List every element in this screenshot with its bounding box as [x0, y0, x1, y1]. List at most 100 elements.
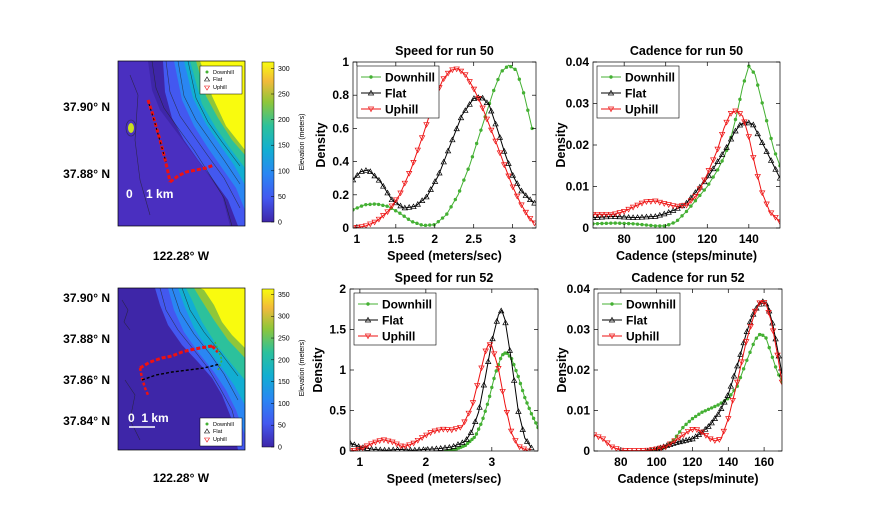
data-point [745, 134, 753, 141]
data-point [489, 335, 496, 342]
x-tick-label: 120 [697, 232, 717, 246]
data-point [778, 379, 782, 386]
data-point [693, 427, 701, 434]
colorbar-tick-label: 200 [278, 117, 290, 124]
data-point [494, 369, 498, 373]
data-point [517, 77, 522, 81]
series-line-flat [353, 96, 535, 209]
data-point [603, 213, 610, 220]
data-point [593, 222, 595, 226]
data-point [420, 446, 427, 451]
data-point [423, 122, 430, 128]
series-line-flat [593, 121, 780, 219]
data-point [765, 309, 772, 316]
data-point [723, 144, 730, 150]
data-point [462, 107, 469, 113]
data-point [521, 91, 526, 95]
chart-cadence-run-52: 80 100 120 140 160 0 0.01 0.02 0.03 0.04 Cadence f… [555, 271, 783, 486]
data-point [518, 202, 525, 209]
data-point [698, 429, 705, 436]
data-point [716, 437, 723, 443]
y-axis-label: Density [314, 122, 328, 167]
data-point [656, 199, 663, 206]
data-point [527, 406, 531, 411]
legend-label: Uphill [625, 103, 658, 117]
plot-lines [594, 298, 782, 451]
data-point [738, 375, 743, 380]
data-point [689, 204, 693, 208]
data-point [603, 211, 610, 218]
data-point [495, 366, 502, 372]
data-point [711, 438, 719, 444]
data-point [476, 427, 481, 431]
colorbar-tick-label: 250 [278, 92, 290, 99]
data-point [367, 106, 375, 113]
data-point [509, 64, 513, 69]
data-point [403, 446, 409, 451]
x-axis-label: Cadence (steps/minute) [616, 249, 757, 263]
data-point [730, 372, 738, 379]
data-point [418, 135, 426, 142]
x-tick-label: 160 [754, 455, 774, 469]
data-point [393, 209, 398, 213]
data-point [397, 190, 404, 197]
y-tick-label: 1 [339, 363, 346, 377]
data-point [401, 180, 409, 187]
data-point [692, 193, 699, 200]
data-point [754, 174, 761, 180]
data-point [652, 198, 659, 205]
data-point [487, 394, 492, 399]
y-tick-label: 37.88° N [63, 167, 110, 181]
data-point [520, 446, 528, 451]
data-point [773, 365, 778, 369]
data-point [754, 130, 761, 137]
data-point [767, 210, 775, 217]
colorbar: 350 300 250 200 150 100 50 0 Elevation (meters) [261, 288, 306, 452]
colorbar: 300 250 200 150 100 50 0 Elevation (meters) [261, 61, 306, 227]
x-tick-label: 1 [354, 232, 361, 246]
data-point [483, 409, 487, 414]
data-point [526, 196, 534, 202]
data-point [716, 403, 720, 407]
data-point [512, 438, 519, 444]
colorbar-tick-label: 150 [278, 379, 290, 386]
data-point [710, 157, 717, 164]
x-tick-label: 2 [423, 455, 430, 469]
data-point [353, 176, 357, 183]
data-point [625, 213, 632, 220]
data-point [353, 208, 355, 212]
y-tick-label: 0.04 [567, 282, 591, 296]
data-point [764, 118, 769, 123]
data-point [776, 219, 780, 226]
data-point [732, 127, 739, 134]
data-point [715, 168, 720, 172]
data-point [355, 206, 359, 210]
data-point [405, 170, 413, 177]
data-point [474, 141, 479, 146]
data-point [638, 200, 646, 207]
data-point [359, 204, 364, 208]
data-point [520, 388, 525, 393]
data-point [690, 416, 695, 421]
data-point [445, 212, 449, 216]
colorbar-tick-label: 100 [278, 401, 290, 408]
chart-title: Speed for run 50 [395, 44, 494, 58]
data-point [644, 223, 649, 227]
data-point [470, 86, 478, 93]
data-point [723, 119, 730, 126]
data-point [598, 213, 606, 220]
data-point [457, 114, 465, 121]
map-legend-downhill: Downhill [213, 70, 234, 76]
data-point [414, 147, 422, 154]
data-point [607, 211, 615, 218]
data-point [483, 116, 491, 123]
data-point [754, 336, 759, 340]
y-tick-label: 0.01 [566, 180, 590, 194]
data-point [479, 94, 486, 101]
series-line-uphill [593, 109, 780, 223]
data-point [490, 351, 498, 358]
data-point [440, 76, 447, 83]
data-point [750, 155, 757, 161]
data-point [516, 374, 520, 379]
data-point [408, 446, 413, 451]
